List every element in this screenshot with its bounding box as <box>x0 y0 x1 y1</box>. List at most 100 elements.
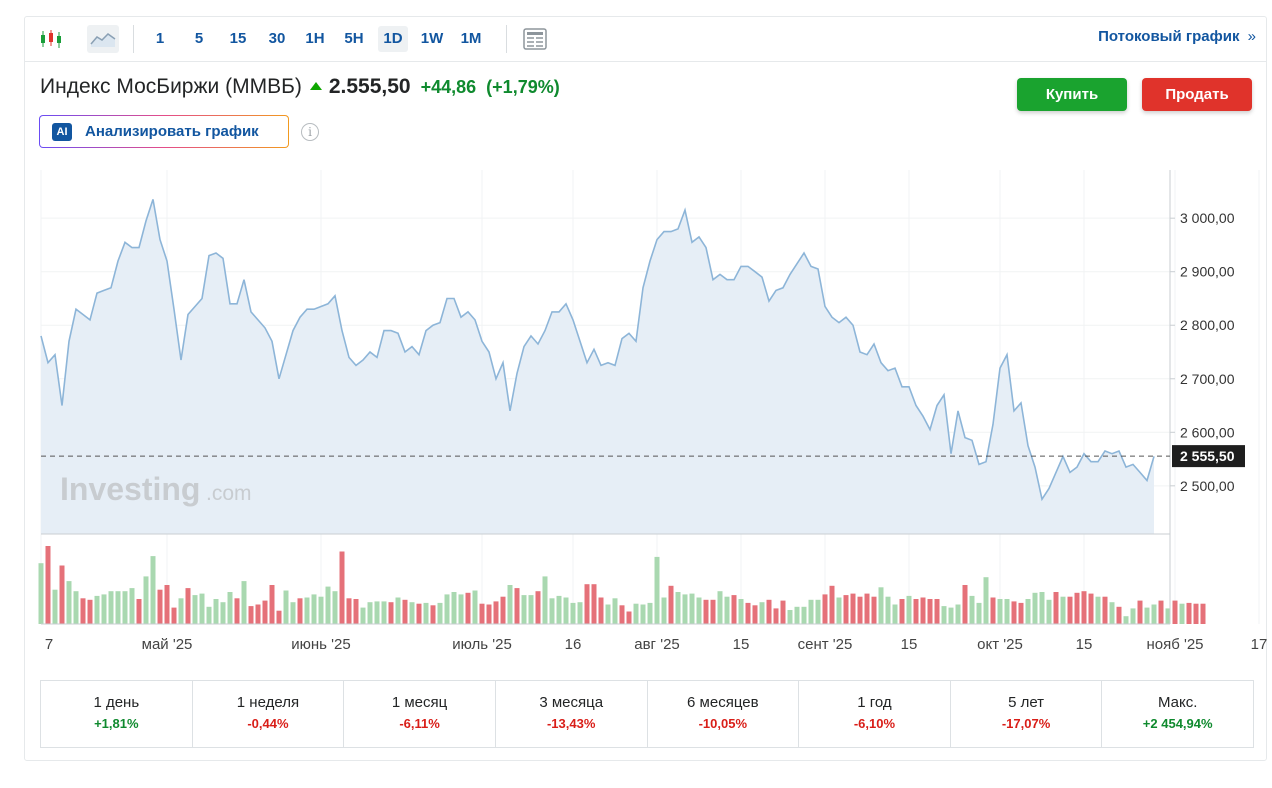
volume-bar <box>1032 592 1038 624</box>
x-tick-label: сент '25 <box>798 636 853 653</box>
timeframe-5h[interactable]: 5H <box>344 30 364 47</box>
candlestick-icon[interactable] <box>37 25 65 53</box>
volume-bar <box>38 563 44 624</box>
volume-bar <box>52 589 58 624</box>
performance-cell: 1 год -6,10% <box>799 681 951 747</box>
volume-bar <box>290 602 296 624</box>
watermark-suffix: .com <box>206 482 252 505</box>
timeframe-1d[interactable]: 1D <box>378 26 408 52</box>
y-tick-label: 2 700,00 <box>1180 371 1235 387</box>
analyze-chart-label: Анализировать график <box>85 123 259 140</box>
volume-bar <box>927 599 933 624</box>
volume-bar <box>458 594 464 624</box>
volume-bar <box>206 606 212 624</box>
performance-value: -6,11% <box>399 716 440 731</box>
volume-bar <box>892 604 898 624</box>
performance-value: +2 454,94% <box>1142 716 1213 731</box>
performance-cell: 5 лет -17,07% <box>951 681 1103 747</box>
volume-bar <box>1179 603 1185 624</box>
performance-value: -17,07% <box>1001 716 1051 731</box>
area-chart-icon[interactable] <box>87 25 119 53</box>
volume-bar <box>1018 602 1024 624</box>
volume-bar <box>73 591 79 624</box>
volume-bar <box>507 585 513 624</box>
volume-bar <box>192 595 198 624</box>
volume-bar <box>1123 616 1129 624</box>
volume-bar <box>584 584 590 624</box>
volume-bar <box>283 590 289 624</box>
volume-bar <box>402 599 408 624</box>
volume-bar <box>332 591 338 624</box>
volume-bar <box>668 585 674 624</box>
info-icon[interactable]: i <box>301 123 319 141</box>
volume-bar <box>444 594 450 624</box>
volume-bar <box>717 591 723 624</box>
volume-bar <box>248 606 254 624</box>
volume-bar <box>948 607 954 624</box>
timeframe-1m[interactable]: 1M <box>460 30 482 47</box>
sell-button[interactable]: Продать <box>1142 78 1252 111</box>
volume-bar <box>682 594 688 624</box>
volume-bar <box>570 602 576 624</box>
volume-bar <box>150 556 156 624</box>
volume-bar <box>899 599 905 624</box>
volume-bar <box>633 603 639 624</box>
volume-bar <box>654 556 660 624</box>
volume-bar <box>514 588 520 624</box>
x-tick-label: 15 <box>901 636 918 653</box>
volume-bar <box>493 601 499 624</box>
volume-bar <box>171 607 177 624</box>
volume-bar <box>563 597 569 624</box>
timeframe-30[interactable]: 30 <box>268 30 286 47</box>
y-tick-label: 2 800,00 <box>1180 317 1235 333</box>
volume-bar <box>122 591 128 624</box>
price-chart[interactable]: Investing .com 3 000,00 2 900,00 2 800,00 2… <box>25 17 1268 657</box>
volume-bar <box>241 581 247 624</box>
volume-bar <box>395 597 401 624</box>
volume-bar <box>556 595 562 624</box>
volume-bar <box>689 593 695 624</box>
streaming-chart-link[interactable]: Потоковый график » <box>1098 28 1256 45</box>
volume-bar <box>857 596 863 624</box>
performance-period: 5 лет <box>1008 694 1045 711</box>
volume-bar <box>486 604 492 624</box>
volume-bar <box>353 599 359 624</box>
volume-bar <box>465 592 471 624</box>
volume-bar <box>913 599 919 624</box>
y-tick-label: 2 900,00 <box>1180 264 1235 280</box>
volume-bar <box>1081 591 1087 624</box>
analyze-chart-button[interactable]: AI Анализировать график <box>39 115 289 148</box>
volume-bar <box>80 598 86 624</box>
volume-bar <box>1165 608 1171 624</box>
table-view-icon[interactable] <box>521 25 549 53</box>
volume-bar <box>815 599 821 624</box>
timeframe-1w[interactable]: 1W <box>420 30 444 47</box>
timeframe-15[interactable]: 15 <box>229 30 247 47</box>
volume-bar <box>591 584 597 624</box>
streaming-chart-link-label: Потоковый график <box>1098 28 1240 45</box>
volume-bar <box>787 610 793 624</box>
volume-bar <box>87 599 93 624</box>
x-tick-label: 15 <box>733 636 750 653</box>
buy-button[interactable]: Купить <box>1017 78 1127 111</box>
volume-bar <box>759 602 765 624</box>
volume-bar <box>339 551 345 624</box>
volume-bar <box>612 598 618 624</box>
timeframe-1h[interactable]: 1H <box>305 30 325 47</box>
volume-bar <box>388 602 394 624</box>
volume-bar <box>626 611 632 624</box>
timeframe-1[interactable]: 1 <box>155 30 165 47</box>
volume-bar <box>101 594 107 624</box>
volume-bar <box>983 577 989 624</box>
volume-bar <box>227 592 233 624</box>
volume-bar <box>605 604 611 624</box>
volume-bar <box>45 546 51 624</box>
timeframe-5[interactable]: 5 <box>194 30 204 47</box>
volume-bar <box>1011 601 1017 624</box>
volume-bar <box>535 591 541 624</box>
volume-bar <box>990 597 996 624</box>
performance-value: -10,05% <box>698 716 748 731</box>
volume-bar <box>864 593 870 624</box>
volume-bar <box>738 599 744 624</box>
volume-bar <box>1130 608 1136 624</box>
